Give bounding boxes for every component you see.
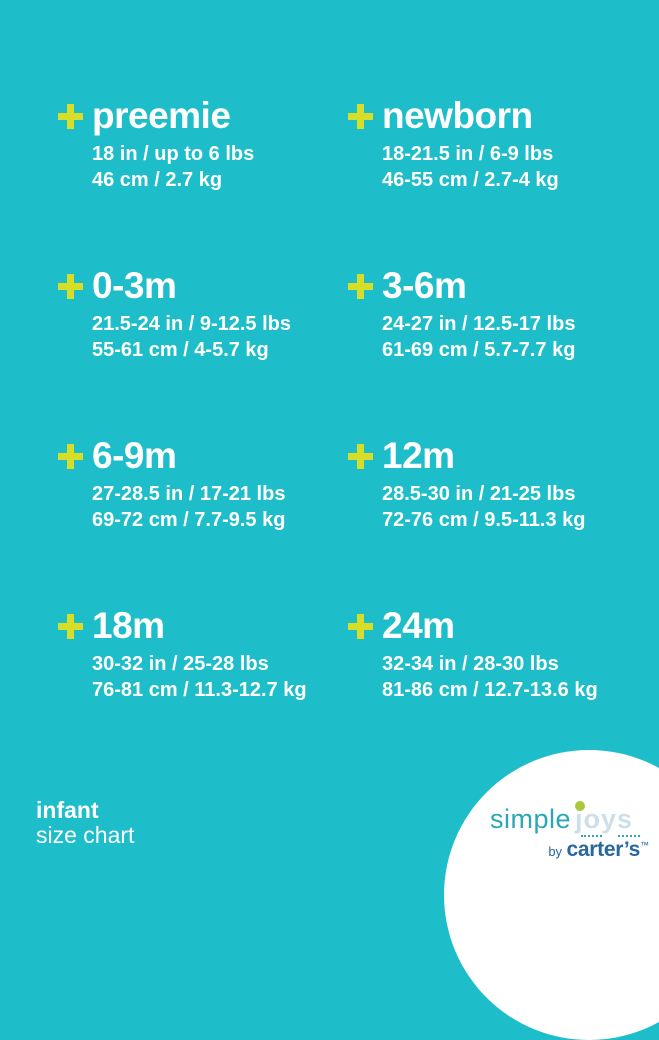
size-name: 6-9m <box>92 435 177 476</box>
chart-footer: infant size chart <box>36 798 134 848</box>
plus-icon <box>348 444 373 469</box>
size-metric: 46-55 cm / 2.7-4 kg <box>382 169 559 191</box>
size-name: newborn <box>382 95 533 136</box>
size-metric: 76-81 cm / 11.3-12.7 kg <box>92 679 307 701</box>
logo-simple-text: simple <box>490 804 572 834</box>
size-imperial: 32-34 in / 28-30 lbs <box>382 653 559 675</box>
size-entry-24m: 24m 32-34 in / 28-30 lbs 81-86 cm / 12.7… <box>348 606 638 776</box>
size-metric: 46 cm / 2.7 kg <box>92 169 223 191</box>
plus-icon <box>58 444 83 469</box>
plus-icon <box>348 614 373 639</box>
size-entry-18m: 18m 30-32 in / 25-28 lbs 76-81 cm / 11.3… <box>58 606 348 776</box>
plus-icon <box>58 614 83 639</box>
size-entry-newborn: newborn 18-21.5 in / 6-9 lbs 46-55 cm / … <box>348 96 638 266</box>
size-metric: 55-61 cm / 4-5.7 kg <box>92 339 269 361</box>
logo-j-dot-icon <box>575 801 586 811</box>
logo-joys-word: joys <box>575 804 634 834</box>
size-name: 18m <box>92 605 165 646</box>
plus-icon <box>58 104 83 129</box>
footer-label: size chart <box>36 822 135 848</box>
footer-category: infant <box>36 797 99 823</box>
size-imperial: 21.5-24 in / 9-12.5 lbs <box>92 313 291 335</box>
size-name: 3-6m <box>382 265 467 306</box>
size-imperial: 18-21.5 in / 6-9 lbs <box>382 143 554 165</box>
size-imperial: 24-27 in / 12.5-17 lbs <box>382 313 576 335</box>
size-entry-preemie: preemie 18 in / up to 6 lbs 46 cm / 2.7 … <box>58 96 348 266</box>
size-imperial: 30-32 in / 25-28 lbs <box>92 653 269 675</box>
size-imperial: 27-28.5 in / 17-21 lbs <box>92 483 286 505</box>
logo-by-text: by <box>548 844 563 859</box>
brand-logo: simple joys <box>490 801 634 834</box>
logo-joys-text: joys <box>575 801 634 834</box>
size-imperial: 18 in / up to 6 lbs <box>92 143 255 165</box>
size-metric: 61-69 cm / 5.7-7.7 kg <box>382 339 576 361</box>
size-name: preemie <box>92 95 231 136</box>
size-imperial: 28.5-30 in / 21-25 lbs <box>382 483 576 505</box>
stitch-dots-left <box>581 834 602 837</box>
size-grid: preemie 18 in / up to 6 lbs 46 cm / 2.7 … <box>58 96 638 776</box>
plus-icon <box>348 104 373 129</box>
size-entry-0-3m: 0-3m 21.5-24 in / 9-12.5 lbs 55-61 cm / … <box>58 266 348 436</box>
logo-brand-text: carter’s <box>566 838 641 861</box>
plus-icon <box>58 274 83 299</box>
stitch-dots-right <box>618 834 640 837</box>
size-entry-6-9m: 6-9m 27-28.5 in / 17-21 lbs 69-72 cm / 7… <box>58 436 348 606</box>
trademark-symbol: ™ <box>640 840 649 850</box>
size-metric: 81-86 cm / 12.7-13.6 kg <box>382 679 598 701</box>
size-name: 24m <box>382 605 455 646</box>
size-name: 0-3m <box>92 265 177 306</box>
size-name: 12m <box>382 435 455 476</box>
infant-size-chart-page: { "theme": { "bg": "#1dbdc9", "plus": "#… <box>36 95 659 1040</box>
size-entry-12m: 12m 28.5-30 in / 21-25 lbs 72-76 cm / 9.… <box>348 436 638 606</box>
logo-byline: by carter’s™ <box>548 838 649 862</box>
size-metric: 72-76 cm / 9.5-11.3 kg <box>382 509 586 531</box>
size-metric: 69-72 cm / 7.7-9.5 kg <box>92 509 286 531</box>
size-entry-3-6m: 3-6m 24-27 in / 12.5-17 lbs 61-69 cm / 5… <box>348 266 638 436</box>
brand-logo-circle: simple joys by carter’s™ <box>444 750 659 1040</box>
plus-icon <box>348 274 373 299</box>
